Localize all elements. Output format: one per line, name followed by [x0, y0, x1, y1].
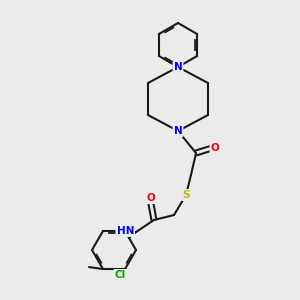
- Text: HN: HN: [116, 226, 134, 236]
- Text: S: S: [182, 190, 190, 200]
- Text: Cl: Cl: [114, 270, 126, 280]
- Text: N: N: [174, 126, 182, 136]
- Text: O: O: [147, 193, 155, 203]
- Text: N: N: [174, 62, 182, 72]
- Text: O: O: [211, 143, 219, 153]
